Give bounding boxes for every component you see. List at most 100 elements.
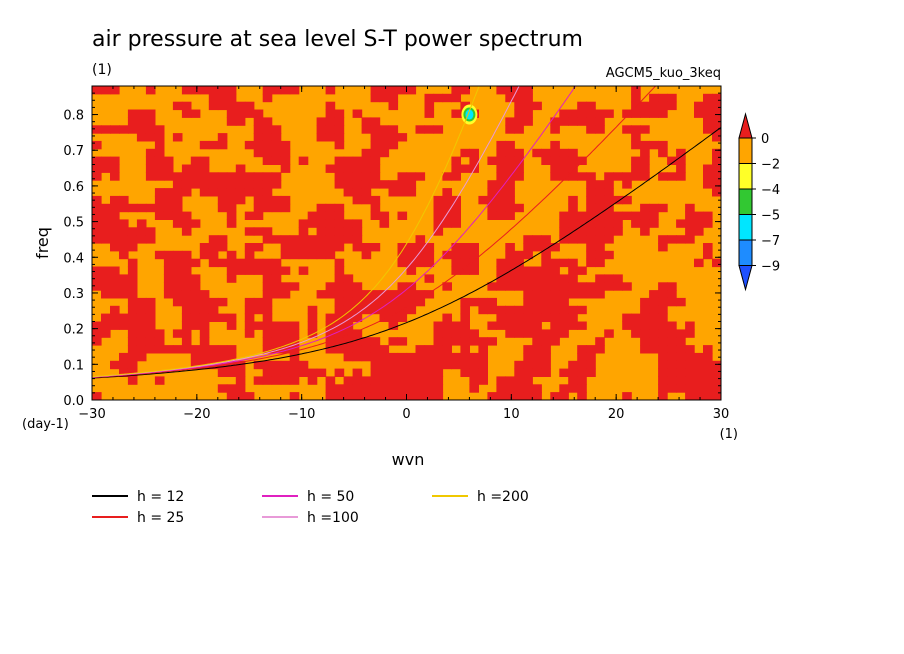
field-cell-high xyxy=(586,180,596,189)
field-cell-high xyxy=(226,384,237,393)
field-cell-high xyxy=(307,305,318,315)
x-tick-label: 10 xyxy=(503,407,520,422)
field-cell-high xyxy=(541,266,551,275)
field-cell-high xyxy=(451,86,461,95)
field-cell-high xyxy=(532,282,542,291)
field-cell-high xyxy=(505,140,515,150)
field-cell-high xyxy=(262,290,273,299)
field-cell-high xyxy=(127,109,138,118)
field-cell-high xyxy=(532,297,542,307)
field-cell-high xyxy=(415,392,426,400)
field-cell-high xyxy=(190,156,201,165)
field-cell-high xyxy=(649,305,659,315)
field-cell-high xyxy=(613,274,623,283)
field-cell-high xyxy=(532,329,542,338)
field-cell-high xyxy=(235,188,246,197)
field-cell-high xyxy=(163,266,174,275)
field-cell-high xyxy=(289,392,300,400)
field-cell-high xyxy=(280,337,291,346)
field-cell-high xyxy=(190,360,201,370)
field-cell-high xyxy=(640,329,650,338)
field-cell-high xyxy=(424,376,435,385)
field-cell-high xyxy=(199,313,210,322)
field-cell-high xyxy=(712,180,721,189)
field-cell-high xyxy=(658,376,668,385)
field-cell-high xyxy=(119,282,129,291)
field-cell-high xyxy=(541,337,551,346)
field-cell-high xyxy=(172,290,183,299)
field-cell-high xyxy=(505,282,515,291)
field-cell-high xyxy=(424,109,435,118)
field-cell-high xyxy=(469,266,479,275)
field-cell-high xyxy=(568,282,578,291)
field-cell-high xyxy=(199,329,210,338)
field-cell-high xyxy=(514,329,524,338)
field-cell-high xyxy=(388,125,399,134)
field-cell-high xyxy=(469,376,479,385)
field-cell-high xyxy=(496,156,506,165)
field-cell-high xyxy=(703,125,713,134)
field-cell-high xyxy=(298,219,309,228)
field-cell-high xyxy=(190,352,201,362)
field-cell-high xyxy=(217,140,228,150)
field-cell-high xyxy=(154,345,165,354)
field-cell-high xyxy=(577,156,587,165)
field-cell-high xyxy=(532,352,542,362)
field-cell-high xyxy=(568,290,578,299)
field-cell-high xyxy=(253,148,264,158)
field-cell-high xyxy=(127,337,138,346)
dispersion-curve-1 xyxy=(92,86,657,378)
field-cell-high xyxy=(217,86,228,95)
field-cell-high xyxy=(316,125,327,134)
field-cell-high xyxy=(676,164,686,173)
field-cell-high xyxy=(334,219,345,228)
field-cell-high xyxy=(101,321,111,330)
field-cell-high xyxy=(622,109,632,118)
field-cell-high xyxy=(253,117,264,126)
field-cell-high xyxy=(550,321,560,330)
field-cell-high xyxy=(406,188,417,197)
field-cell-high xyxy=(568,258,578,268)
field-cell-high xyxy=(190,164,201,173)
field-cell-high xyxy=(397,243,408,252)
field-cell-high xyxy=(181,180,192,189)
field-cell-high xyxy=(460,360,470,370)
field-cell-high xyxy=(397,384,408,393)
field-cell-high xyxy=(343,282,354,291)
field-cell-high xyxy=(136,321,147,330)
field-cell-high xyxy=(577,305,587,315)
y-tick-label: 0.1 xyxy=(63,358,84,373)
field-cell-high xyxy=(127,376,138,385)
field-cell-high xyxy=(433,337,444,346)
field-cell-high xyxy=(352,297,363,307)
field-cell-high xyxy=(406,360,417,370)
field-cell-high xyxy=(397,368,408,377)
field-cell-high xyxy=(379,140,390,150)
field-cell-high xyxy=(127,117,138,126)
field-cell-high xyxy=(496,313,506,322)
field-cell-high xyxy=(667,101,677,111)
field-cell-high xyxy=(541,274,551,283)
field-cell-high xyxy=(181,258,192,268)
field-cell-high xyxy=(577,345,587,354)
field-cell-high xyxy=(145,297,156,307)
field-cell-high xyxy=(631,219,641,228)
y-axis-label: freq xyxy=(33,227,52,259)
field-cell-high xyxy=(685,392,695,400)
field-cell-high xyxy=(190,172,201,181)
field-cell-high xyxy=(343,180,354,189)
field-cell-high xyxy=(325,101,336,111)
field-cell-high xyxy=(280,345,291,354)
field-cell-high xyxy=(433,329,444,338)
field-cell-high xyxy=(406,376,417,385)
field-cell-high xyxy=(397,297,408,307)
field-cell-high xyxy=(352,188,363,197)
field-cell-high xyxy=(559,313,569,322)
field-cell-high xyxy=(388,297,399,307)
field-cell-high xyxy=(451,258,461,268)
field-cell-high xyxy=(262,140,273,150)
field-cell-high xyxy=(334,133,345,142)
field-cell-high xyxy=(127,266,138,275)
field-cell-high xyxy=(145,329,156,338)
field-cell-high xyxy=(595,243,605,252)
